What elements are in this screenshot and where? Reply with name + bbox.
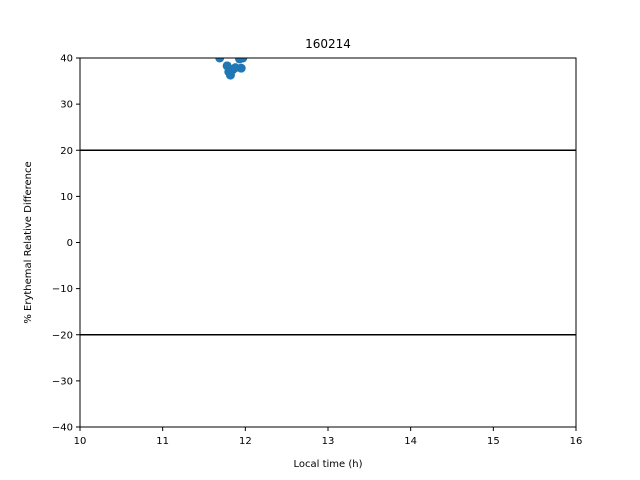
- data-point: [238, 58, 248, 63]
- x-tick-label: 14: [404, 436, 417, 447]
- x-axis-ticks: 10 11 12 13 14 15 16: [74, 427, 583, 447]
- y-tick-label: −20: [52, 330, 73, 341]
- y-tick-label: 10: [60, 192, 73, 203]
- scatter-points: [215, 58, 248, 80]
- x-tick-label: 15: [487, 436, 500, 447]
- y-axis-ticks: −40 −30 −20 −10 0 10 20 30 40: [52, 54, 80, 434]
- x-tick-label: 12: [239, 436, 252, 447]
- y-tick-label: 20: [60, 146, 73, 157]
- y-axis-label: % Erythemal Relative Difference: [23, 161, 34, 323]
- chart-title: 160214: [305, 37, 351, 51]
- y-tick-label: −10: [52, 284, 73, 295]
- x-tick-label: 16: [570, 436, 583, 447]
- y-tick-label: −40: [52, 423, 73, 434]
- x-tick-label: 11: [156, 436, 169, 447]
- x-tick-label: 13: [322, 436, 335, 447]
- x-tick-label: 10: [74, 436, 87, 447]
- y-tick-label: 40: [60, 54, 73, 65]
- y-tick-label: 0: [67, 238, 73, 249]
- reference-lines: [80, 149, 576, 336]
- y-tick-label: −30: [52, 376, 73, 387]
- data-point: [215, 58, 225, 63]
- y-tick-label: 30: [60, 100, 73, 111]
- data-point: [236, 63, 246, 73]
- x-axis-label: Local time (h): [293, 459, 362, 470]
